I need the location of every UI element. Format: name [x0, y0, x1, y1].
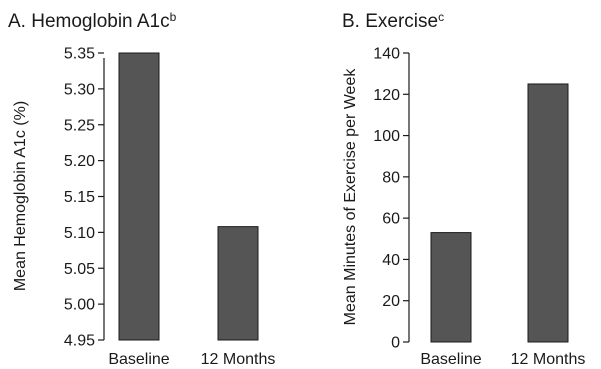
panel-a-category-label: Baseline [108, 351, 169, 368]
panel-a-y-tick-label: 4.95 [64, 333, 95, 350]
panel-a-y-tick-label: 5.00 [64, 297, 95, 314]
panel-a-bar-baseline [118, 52, 160, 341]
panel-b-y-tick-label: 40 [382, 252, 400, 269]
panel-a-y-tick-label: 5.10 [64, 225, 95, 242]
panel-a-y-tick-label: 5.15 [64, 189, 95, 206]
panel-b-category-label: Baseline [420, 351, 481, 368]
panel-b-y-tick-label: 80 [382, 169, 400, 186]
panel-a-y-tick-label: 5.05 [64, 261, 95, 278]
panel-a-title: A. Hemoglobin A1cb [8, 10, 177, 32]
panel-hemoglobin-a1c: A. Hemoglobin A1cb Mean Hemoglobin A1c (… [8, 10, 275, 368]
panel-a-y-tick-label: 5.30 [64, 81, 95, 98]
panel-b-bar-12-months [527, 83, 569, 343]
panel-b-y-axis-title: Mean Minutes of Exercise per Week [342, 68, 359, 326]
panel-b-y-tick-label: 0 [391, 335, 400, 352]
panel-a-category-label: 12 Months [201, 351, 276, 368]
panel-b-y-tick-label: 60 [382, 211, 400, 228]
panel-a-bar-12-months [217, 226, 259, 341]
panel-exercise: B. Exercisec Mean Minutes of Exercise pe… [342, 10, 585, 368]
panel-b-y-tick-label: 140 [373, 46, 400, 63]
panel-b-category-label: 12 Months [511, 351, 586, 368]
panel-b-title: B. Exercisec [342, 10, 444, 32]
panel-b-y-tick-label: 100 [373, 128, 400, 145]
panel-b-y-tick-label: 20 [382, 293, 400, 310]
panel-a-y-tick-label: 5.25 [64, 117, 95, 134]
panel-a-y-tick-label: 5.35 [64, 46, 95, 63]
panel-b-y-tick-label: 120 [373, 87, 400, 104]
panel-a-y-tick-label: 5.20 [64, 153, 95, 170]
panel-b-bar-baseline [430, 232, 472, 343]
panel-a-y-axis-title: Mean Hemoglobin A1c (%) [12, 101, 29, 291]
